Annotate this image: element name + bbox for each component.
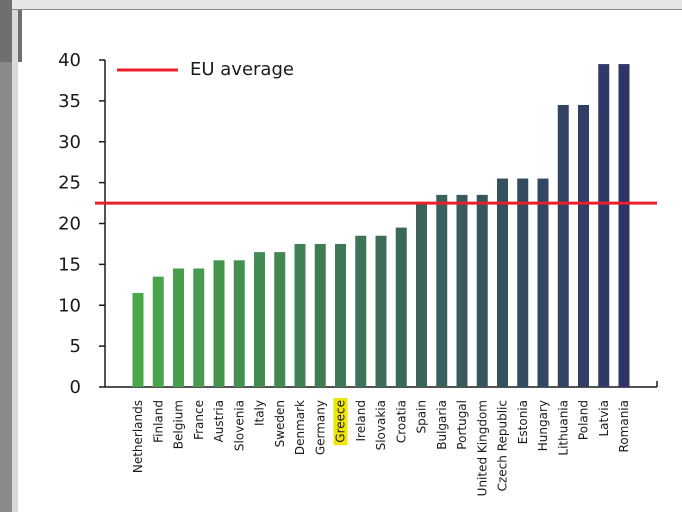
x-label-netherlands: Netherlands (131, 400, 145, 473)
x-label-finland: Finland (151, 400, 165, 443)
bar-estonia (517, 178, 529, 387)
bar-poland (578, 104, 589, 388)
x-label-greece: Greece (334, 400, 348, 443)
y-tick-label: 10 (58, 295, 81, 316)
x-label-poland: Poland (577, 400, 591, 440)
bar-finland (152, 276, 164, 387)
x-label-italy: Italy (253, 400, 267, 426)
x-label-croatia: Croatia (394, 400, 408, 443)
bar-hungary (537, 178, 549, 387)
x-label-spain: Spain (415, 400, 429, 434)
bar-ireland (355, 235, 367, 387)
x-label-czech-republic: Czech Republic (496, 400, 510, 491)
bar-romania (618, 64, 630, 388)
y-tick-label: 20 (58, 214, 81, 235)
legend-label-eu-average: EU average (190, 59, 294, 80)
y-tick-label: 5 (70, 336, 81, 357)
bar-greece (335, 243, 346, 387)
legend: EU average (117, 59, 294, 80)
bar-austria (213, 260, 225, 387)
y-tick-label: 25 (58, 173, 81, 194)
window-top-border (12, 0, 682, 10)
x-label-sweden: Sweden (273, 400, 287, 447)
y-tick-label: 30 (58, 132, 81, 153)
x-label-ireland: Ireland (354, 400, 368, 442)
bar-latvia (598, 64, 610, 388)
y-tick-label: 35 (58, 91, 81, 112)
x-axis-labels: Netherlands Finland Belgium France Austria Sl… (131, 398, 631, 496)
bars (132, 64, 630, 388)
y-axis-ticks: 0 5 10 15 20 25 30 35 40 (58, 50, 105, 398)
bar-portugal (456, 194, 468, 387)
y-tick-label: 40 (58, 50, 81, 71)
x-label-france: France (192, 400, 206, 440)
bar-germany (314, 243, 326, 387)
x-label-austria: Austria (212, 400, 226, 442)
bar-sweden (274, 252, 286, 387)
y-tick-label: 15 (58, 254, 81, 275)
bar-croatia (395, 227, 407, 387)
bar-denmark (294, 243, 306, 387)
bar-spain (416, 203, 427, 387)
x-label-denmark: Denmark (293, 400, 307, 455)
bar-united-kingdom (476, 194, 488, 387)
bar-netherlands (132, 292, 144, 387)
x-label-slovenia: Slovenia (232, 400, 246, 451)
window-inner-edge (12, 10, 18, 512)
bar-italy (254, 252, 265, 387)
x-label-estonia: Estonia (516, 400, 530, 444)
x-label-germany: Germany (313, 400, 327, 455)
bar-slovakia (375, 235, 387, 387)
bar-lithuania (557, 104, 569, 388)
bar-slovenia (233, 260, 245, 387)
y-tick-label: 0 (70, 377, 81, 398)
bar-france (193, 268, 205, 387)
bar-belgium (173, 268, 184, 387)
x-label-romania: Romania (617, 400, 631, 452)
window-left-border (0, 0, 12, 512)
bar-bulgaria (436, 194, 448, 387)
x-label-belgium: Belgium (172, 400, 186, 449)
x-label-lithuania: Lithuania (556, 400, 570, 456)
x-label-portugal: Portugal (455, 400, 469, 450)
x-label-united-kingdom: United Kingdom (475, 400, 489, 496)
bar-czech-republic (497, 178, 508, 387)
x-label-slovakia: Slovakia (374, 400, 388, 450)
highlight-greece (333, 398, 348, 446)
x-label-hungary: Hungary (536, 400, 550, 451)
x-label-bulgaria: Bulgaria (435, 400, 449, 450)
x-label-latvia: Latvia (597, 400, 611, 437)
